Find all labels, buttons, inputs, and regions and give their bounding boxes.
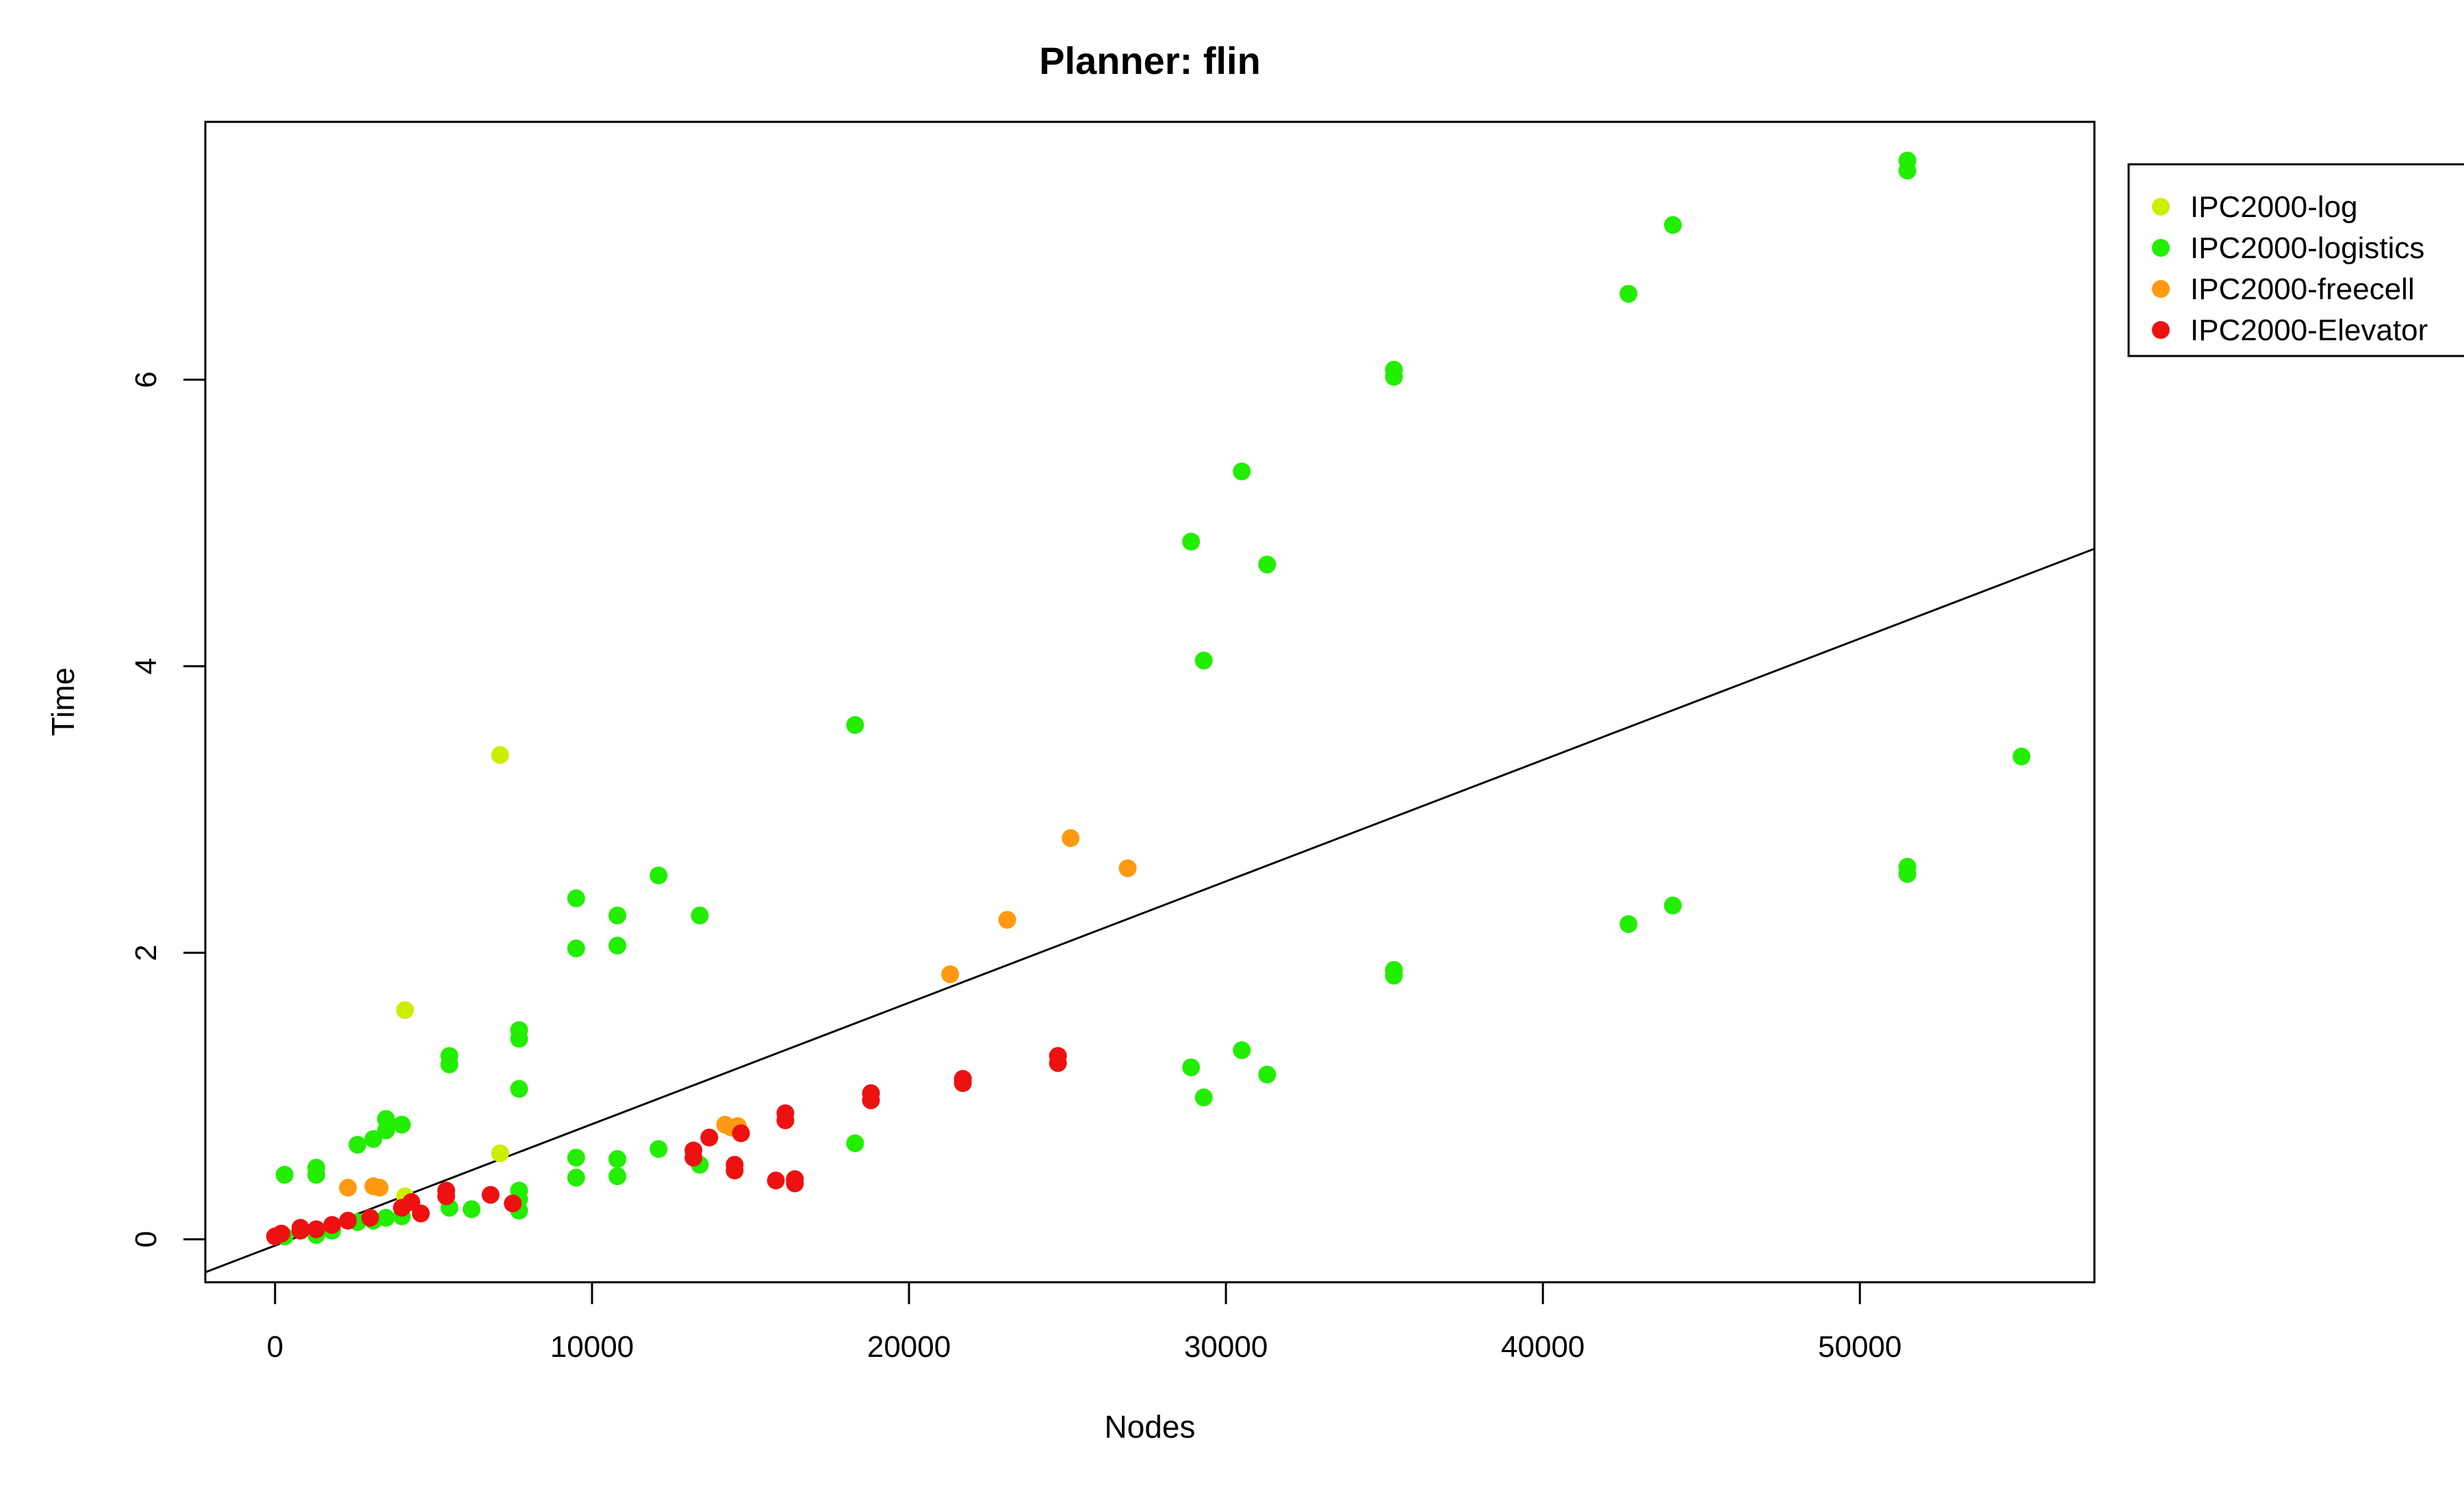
point-ipc2000-elevator [361, 1208, 379, 1227]
point-ipc2000-logistics [567, 1169, 585, 1187]
x-tick-label: 40000 [1501, 1330, 1584, 1364]
legend-label: IPC2000-freecell [2190, 272, 2415, 306]
point-ipc2000-logistics [1619, 915, 1638, 933]
point-ipc2000-logistics [393, 1115, 411, 1134]
point-ipc2000-logistics [846, 715, 864, 734]
point-ipc2000-logistics [608, 906, 627, 925]
point-ipc2000-logistics [275, 1166, 294, 1184]
point-ipc2000-log [491, 1144, 509, 1162]
legend-label: IPC2000-logistics [2190, 231, 2424, 265]
point-ipc2000-logistics [462, 1200, 480, 1219]
point-ipc2000-elevator [307, 1220, 326, 1238]
point-ipc2000-freecell [1118, 859, 1137, 878]
y-tick-label: 4 [129, 658, 163, 674]
point-ipc2000-log [491, 746, 509, 764]
point-ipc2000-freecell [339, 1178, 357, 1197]
y-axis-label: Time [45, 667, 81, 737]
point-ipc2000-freecell [998, 911, 1016, 929]
point-ipc2000-freecell [1062, 829, 1080, 848]
point-ipc2000-logistics [1664, 216, 1682, 234]
point-ipc2000-logistics [376, 1110, 395, 1128]
point-ipc2000-logistics [1258, 1065, 1276, 1084]
chart-title: Planner: flin [1039, 39, 1261, 82]
x-tick-label: 50000 [1818, 1330, 1901, 1364]
plot-area [204, 120, 2096, 1284]
x-tick-label: 30000 [1184, 1330, 1268, 1364]
point-ipc2000-elevator [291, 1221, 309, 1240]
point-ipc2000-elevator [411, 1204, 430, 1223]
legend-marker [2152, 280, 2170, 298]
point-ipc2000-log [396, 1001, 414, 1019]
point-ipc2000-elevator [339, 1212, 357, 1230]
legend-marker [2152, 239, 2170, 257]
point-ipc2000-logistics [846, 1134, 864, 1153]
point-ipc2000-logistics [1898, 865, 1916, 883]
point-ipc2000-logistics [1258, 555, 1276, 574]
point-ipc2000-logistics [348, 1136, 367, 1154]
fit-line [205, 548, 2095, 1273]
point-ipc2000-logistics [650, 1140, 668, 1158]
point-ipc2000-logistics [608, 937, 627, 955]
point-ipc2000-logistics [1385, 368, 1403, 386]
point-ipc2000-logistics [1619, 285, 1638, 303]
point-ipc2000-logistics [1182, 1058, 1201, 1077]
point-ipc2000-elevator [481, 1186, 500, 1204]
point-ipc2000-logistics [567, 889, 585, 908]
point-ipc2000-logistics [608, 1150, 627, 1169]
point-ipc2000-logistics [1194, 651, 1213, 670]
point-ipc2000-logistics [1233, 462, 1251, 481]
point-ipc2000-logistics [650, 866, 668, 885]
point-ipc2000-logistics [1664, 896, 1682, 915]
point-ipc2000-logistics [364, 1130, 383, 1148]
legend-label: IPC2000-Elevator [2190, 314, 2428, 347]
point-ipc2000-elevator [767, 1171, 785, 1190]
legend: IPC2000-log IPC2000-logistics IPC2000-free… [2127, 163, 2464, 357]
point-ipc2000-elevator [1049, 1054, 1067, 1072]
point-ipc2000-elevator [786, 1170, 804, 1188]
point-ipc2000-logistics [510, 1030, 528, 1048]
point-ipc2000-logistics [567, 1148, 585, 1167]
y-tick-label: 6 [129, 371, 163, 387]
legend-label: IPC2000-log [2190, 190, 2358, 224]
x-tick-label: 10000 [550, 1330, 634, 1364]
point-ipc2000-logistics [1233, 1041, 1251, 1059]
legend-marker [2152, 321, 2170, 339]
point-ipc2000-logistics [691, 906, 709, 925]
point-ipc2000-freecell [370, 1178, 389, 1197]
point-ipc2000-elevator [504, 1194, 522, 1212]
point-ipc2000-logistics [1194, 1089, 1213, 1107]
x-axis-label: Nodes [1105, 1409, 1196, 1445]
point-ipc2000-logistics [440, 1055, 459, 1073]
y-axis: 0 2 4 6 [129, 371, 207, 1247]
point-ipc2000-freecell [941, 965, 960, 984]
point-ipc2000-logistics [567, 939, 585, 958]
point-ipc2000-elevator [272, 1224, 291, 1243]
point-ipc2000-elevator [776, 1111, 795, 1130]
legend-box [2127, 163, 2464, 357]
point-ipc2000-logistics [1182, 533, 1201, 551]
data-points-layer [266, 151, 2031, 1246]
x-axis: 0 10000 20000 30000 40000 50000 [267, 1281, 1901, 1364]
x-tick-label: 0 [267, 1330, 283, 1364]
point-ipc2000-elevator [437, 1187, 455, 1206]
point-ipc2000-elevator [726, 1161, 744, 1180]
legend-marker [2152, 198, 2170, 216]
point-ipc2000-logistics [608, 1167, 627, 1186]
y-tick-label: 2 [129, 944, 163, 960]
x-tick-label: 20000 [867, 1330, 951, 1364]
point-ipc2000-logistics [307, 1166, 326, 1184]
point-ipc2000-logistics [2012, 748, 2031, 766]
point-ipc2000-elevator [732, 1124, 750, 1143]
point-ipc2000-elevator [862, 1091, 880, 1110]
point-ipc2000-elevator [684, 1148, 703, 1167]
point-ipc2000-elevator [700, 1128, 719, 1147]
point-ipc2000-logistics [510, 1080, 528, 1098]
point-ipc2000-elevator [323, 1216, 342, 1234]
point-ipc2000-logistics [1898, 162, 1916, 180]
point-ipc2000-elevator [953, 1074, 972, 1093]
regression-line-layer [205, 548, 2095, 1273]
y-tick-label: 0 [129, 1231, 163, 1247]
point-ipc2000-logistics [1385, 967, 1403, 985]
